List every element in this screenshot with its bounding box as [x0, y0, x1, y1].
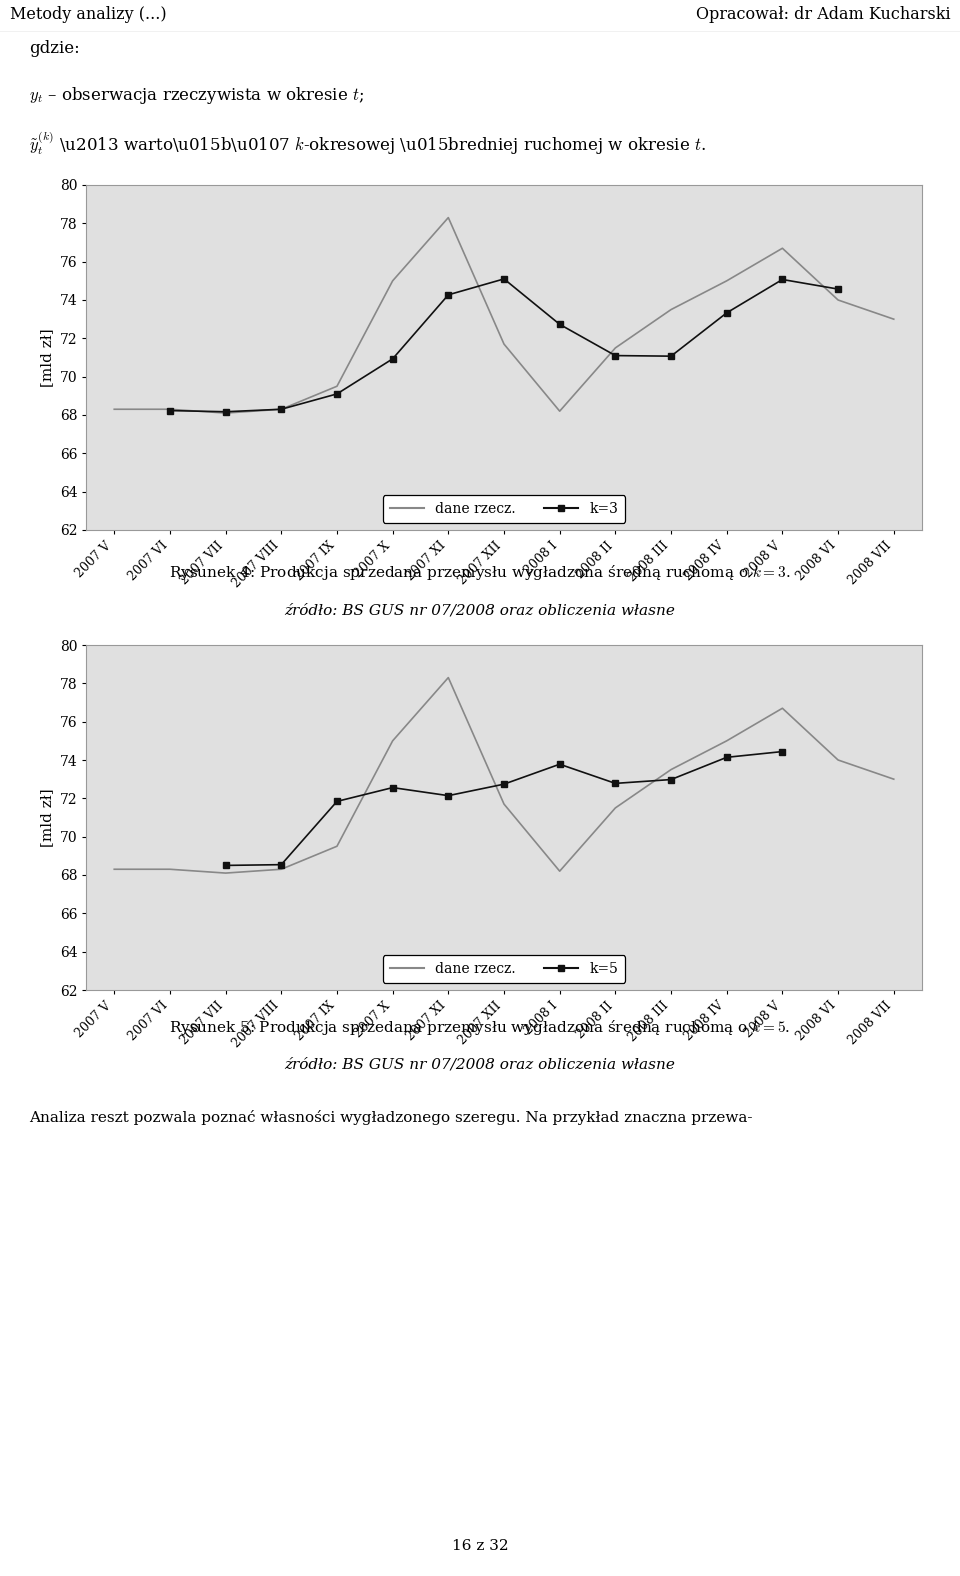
Text: 16 z 32: 16 z 32	[452, 1540, 508, 1552]
Text: Analiza reszt pozwala poznać własności wygładzonego szeregu. Na przykład znaczna: Analiza reszt pozwala poznać własności w…	[29, 1110, 753, 1125]
Text: Rysunek 4: Produkcja sprzedana przemysłu wygładzona średną ruchomą o $k=3$.: Rysunek 4: Produkcja sprzedana przemysłu…	[169, 563, 791, 582]
Legend: dane rzecz., k=5: dane rzecz., k=5	[383, 955, 625, 983]
Text: $y_t$ – obserwacja rzeczywista w okresie $t$;: $y_t$ – obserwacja rzeczywista w okresie…	[29, 85, 364, 106]
Text: gdzie:: gdzie:	[29, 39, 80, 57]
Text: źródło: BS GUS nr 07/2008 oraz obliczenia własne: źródło: BS GUS nr 07/2008 oraz obliczeni…	[284, 604, 676, 616]
Text: Rysunek 5: Produkcja sprzedana przemysłu wygładzona średną ruchomą o $k=5$.: Rysunek 5: Produkcja sprzedana przemysłu…	[170, 1018, 790, 1037]
Y-axis label: [mld zł]: [mld zł]	[40, 788, 54, 846]
Y-axis label: [mld zł]: [mld zł]	[40, 328, 54, 386]
Text: $\tilde{y}_t^{(k)}$ \u2013 warto\u015b\u0107 $k$-okresowej \u015bredniej ruchome: $\tilde{y}_t^{(k)}$ \u2013 warto\u015b\u…	[29, 129, 706, 158]
Text: źródło: BS GUS nr 07/2008 oraz obliczenia własne: źródło: BS GUS nr 07/2008 oraz obliczeni…	[284, 1057, 676, 1072]
Legend: dane rzecz., k=3: dane rzecz., k=3	[383, 495, 625, 523]
Text: Metody analizy (...): Metody analizy (...)	[10, 6, 166, 24]
Text: Opracował: dr Adam Kucharski: Opracował: dr Adam Kucharski	[696, 6, 950, 24]
